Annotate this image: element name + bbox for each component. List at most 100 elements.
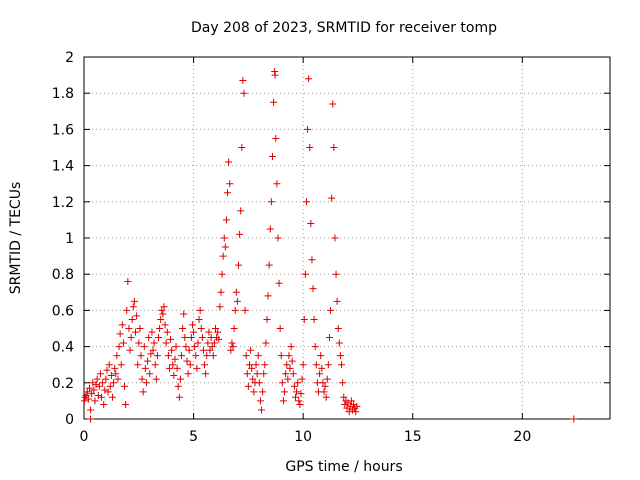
data-point [219,252,227,260]
data-point [295,397,303,405]
data-point [158,306,166,314]
data-point [155,334,163,342]
data-point [215,335,223,343]
data-point [98,393,106,401]
data-point [275,279,283,287]
data-point [288,357,296,365]
data-point [305,75,313,83]
data-point [294,379,302,387]
y-tick-label: 0.2 [52,376,74,392]
data-point [306,144,314,151]
data-point [82,391,90,399]
data-point [157,315,165,323]
data-point [173,364,181,372]
data-point [170,372,178,380]
data-point [239,77,247,85]
data-point [196,306,204,314]
data-point [323,375,331,383]
data-point [222,216,230,224]
x-axis-ticks: 0 5 10 15 20 [80,57,531,445]
data-point [244,382,252,390]
data-point [268,153,276,161]
y-axis-label: SRMTID / TECUs [8,182,24,295]
data-point [186,361,194,369]
data-point [245,361,253,369]
data-point [243,370,251,378]
data-point [266,225,274,233]
data-point [304,125,312,133]
data-point [333,297,341,305]
data-point [346,402,354,410]
data-point [217,288,225,296]
data-point [92,381,100,389]
data-point [139,388,147,396]
data-point [135,339,143,347]
data-point [90,386,98,394]
data-point [231,306,239,314]
data-point [160,303,168,311]
data-point [148,328,156,336]
data-point [263,315,271,323]
data-point [172,343,180,351]
data-point [236,230,244,238]
y-tick-label: 2 [65,50,74,66]
data-point [343,404,351,412]
data-point [151,361,159,369]
data-point [341,401,349,409]
data-point [250,388,258,396]
data-point [330,144,338,151]
y-tick-label: 0.4 [52,340,74,356]
data-point [127,334,135,342]
data-point [199,346,207,354]
data-point [128,315,136,323]
data-point [258,406,266,414]
y-tick-label: 1.4 [52,159,74,175]
data-point [99,379,107,387]
data-point [153,352,161,360]
data-point [309,285,317,293]
y-tick-label: 1 [65,231,74,247]
data-point [220,234,228,242]
data-point [180,310,188,318]
y-tick-label: 0 [65,412,74,428]
data-point [95,382,103,390]
data-point [123,306,131,314]
data-point [204,339,212,347]
data-point [133,312,141,320]
data-point [103,366,111,374]
data-point [340,393,348,401]
data-point [570,415,578,423]
data-point [284,375,292,383]
data-point [115,343,123,351]
data-point [198,334,206,342]
data-point [242,352,250,360]
data-point [192,352,200,360]
data-point [281,388,289,396]
y-tick-label: 1.2 [52,195,74,211]
x-axis-label: GPS time / hours [285,459,402,475]
data-point [202,370,210,378]
data-point [286,364,294,372]
y-tick-label: 0.6 [52,303,74,319]
data-point [282,370,290,378]
data-point [181,334,189,342]
data-point [221,243,229,251]
data-point [230,325,238,332]
data-point [308,256,316,264]
y-axis-ticks: 0 0.2 0.4 0.6 0.8 1 1.2 1.4 1.6 1.8 2 [52,50,610,428]
x-tick-label: 15 [404,429,422,445]
data-point [298,375,306,383]
data-point [272,134,280,142]
data-point [129,303,137,311]
data-point [84,395,92,403]
data-point [96,370,104,378]
data-point [327,306,335,314]
data-point [119,339,127,347]
data-point [317,352,325,360]
data-point [183,357,191,365]
data-point [339,379,347,387]
data-point [163,328,171,336]
data-point [85,384,93,392]
